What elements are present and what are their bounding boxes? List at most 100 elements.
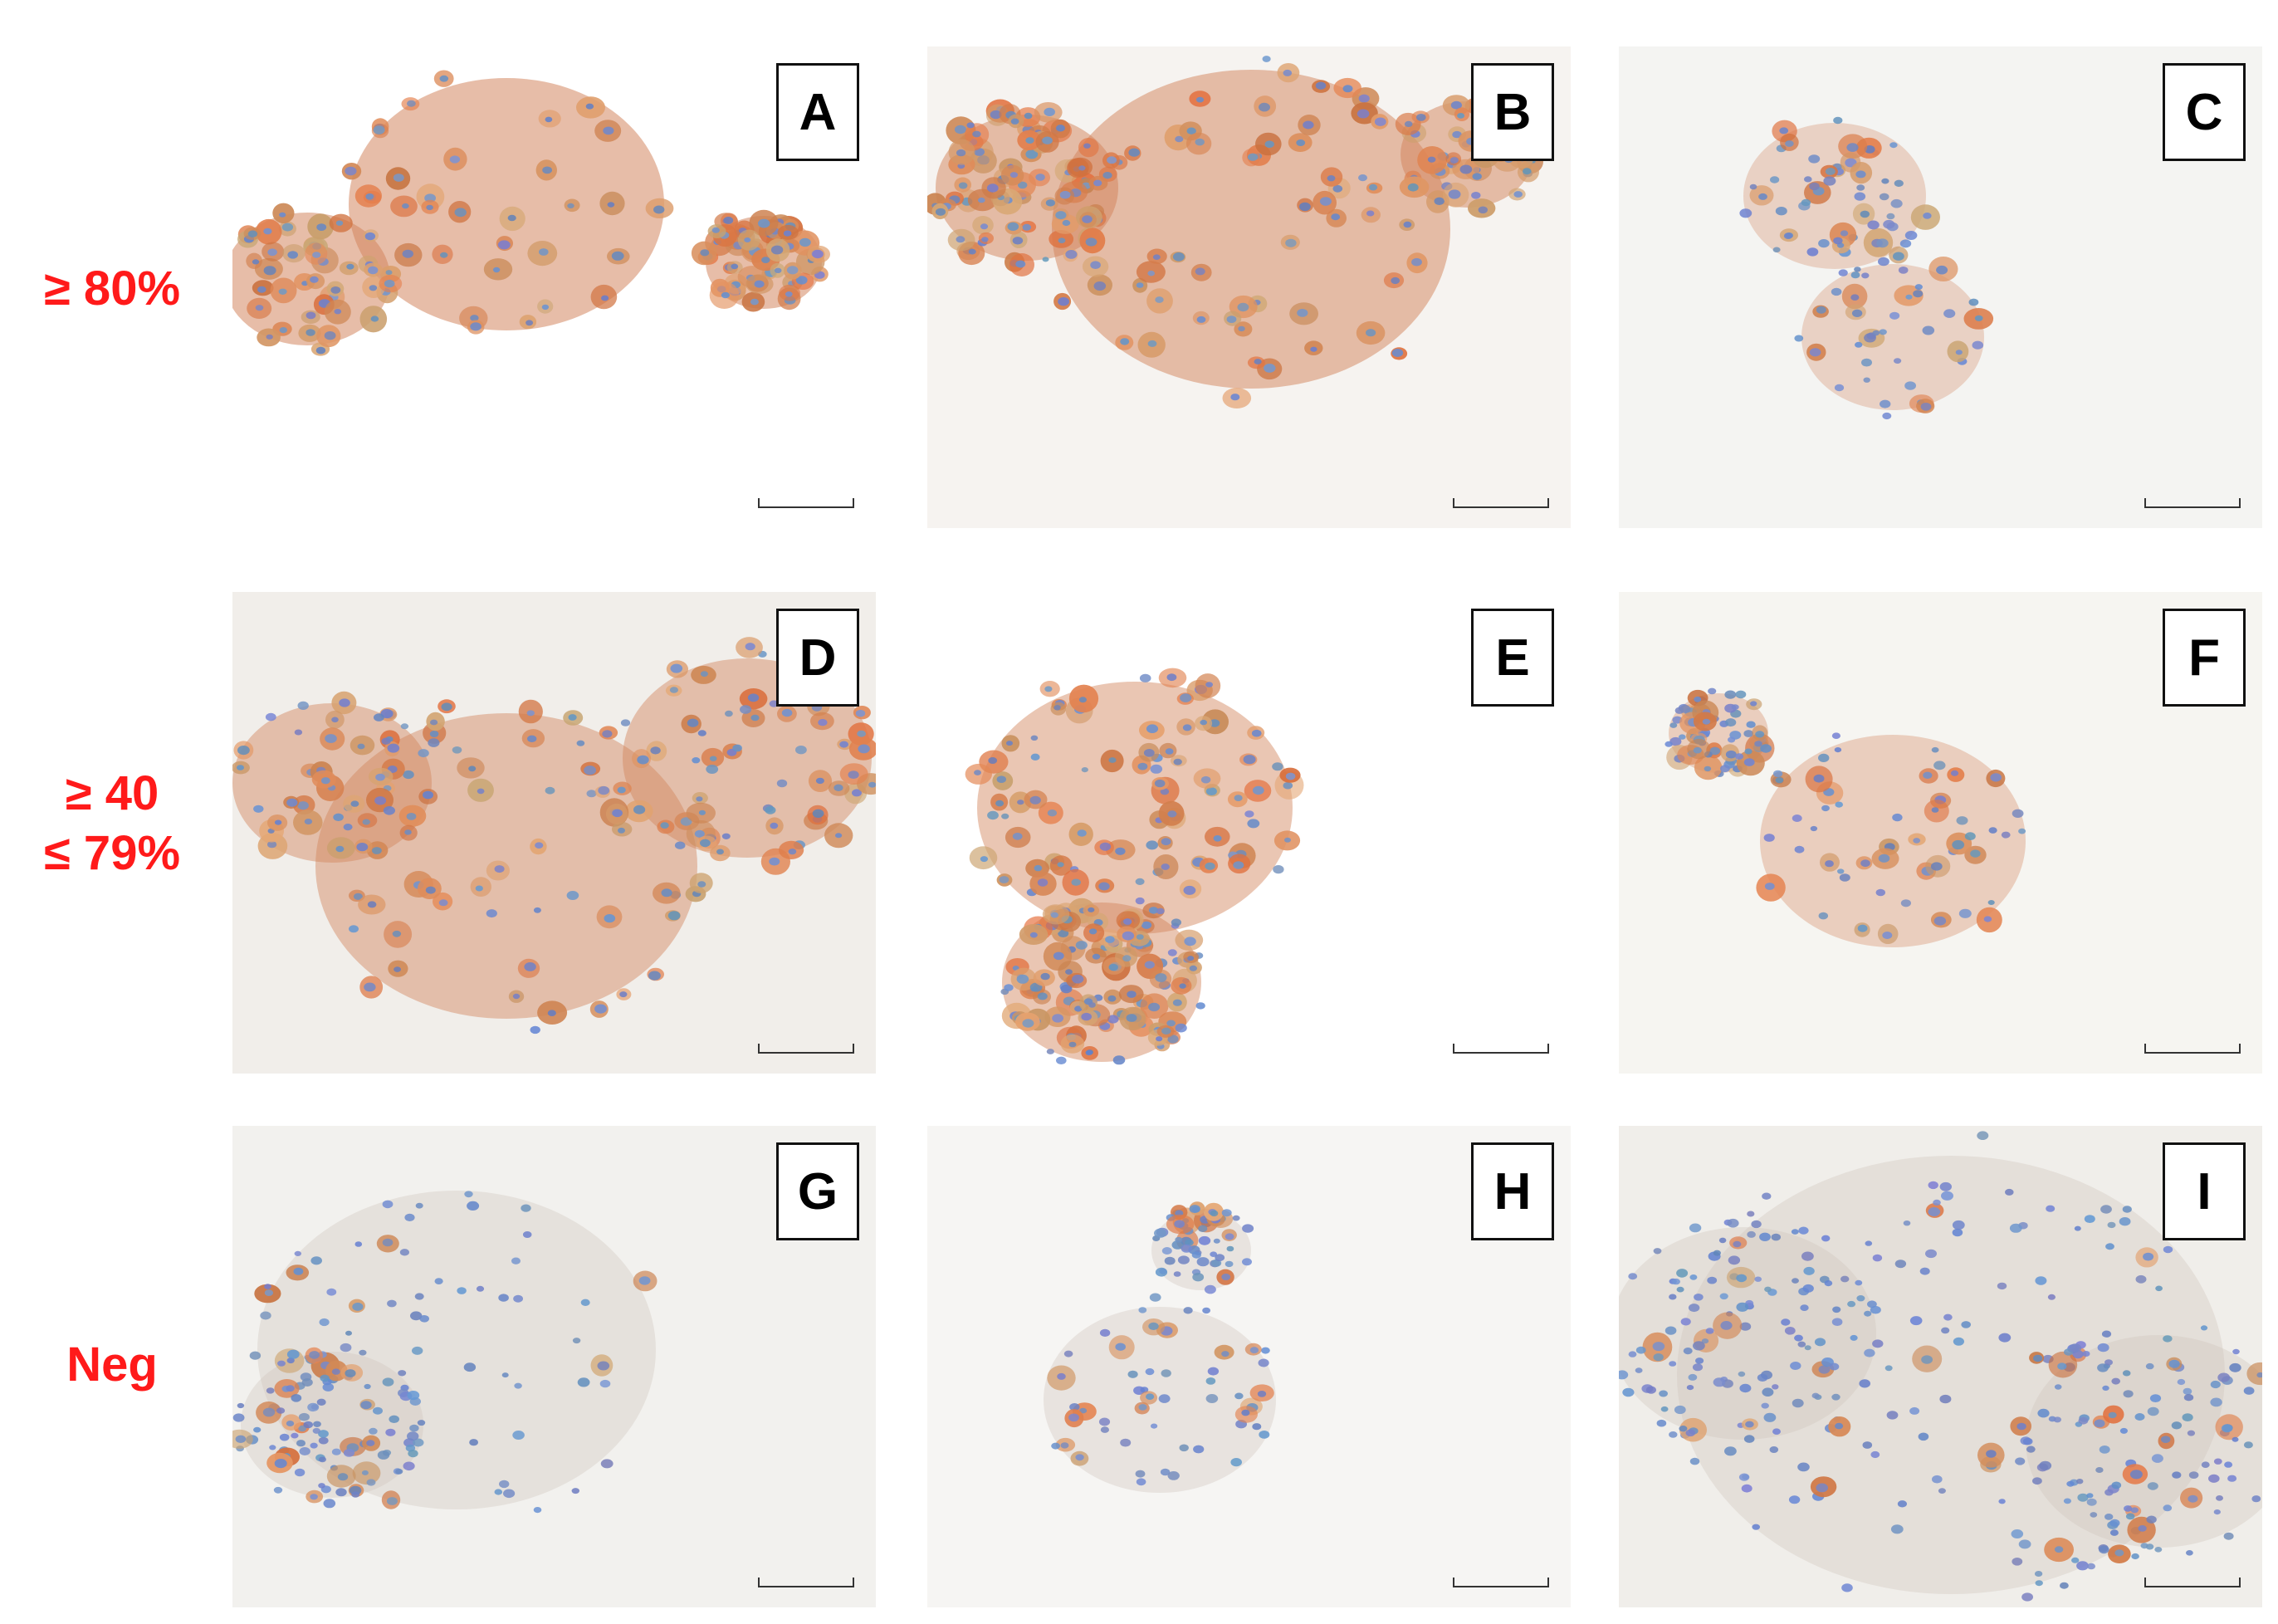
nucleus	[1939, 1394, 1952, 1404]
nucleus	[2026, 1445, 2036, 1453]
nucleus	[1156, 907, 1165, 915]
nucleus	[1736, 1274, 1748, 1283]
nucleus	[394, 966, 401, 972]
nucleus	[1755, 731, 1765, 738]
nucleus	[1058, 237, 1066, 243]
nucleus	[325, 734, 337, 743]
nucleus	[1956, 816, 1968, 825]
nucleus	[513, 1294, 523, 1303]
nucleus	[1931, 807, 1939, 813]
nucleus	[2210, 1380, 2221, 1389]
nucleus	[1175, 1236, 1183, 1243]
nucleus	[1177, 1255, 1190, 1264]
nucleus	[1739, 1322, 1752, 1331]
nucleus	[1693, 746, 1702, 754]
nucleus	[452, 746, 462, 754]
nucleus	[1770, 176, 1780, 183]
nucleus	[571, 1488, 579, 1494]
nucleus	[1472, 173, 1482, 180]
nucleus	[2227, 1475, 2237, 1482]
nucleus	[2182, 1413, 2193, 1421]
nucleus	[670, 663, 683, 673]
nucleus	[2032, 1477, 2042, 1485]
nucleus	[533, 1507, 542, 1514]
nucleus	[2134, 1413, 2145, 1421]
nucleus	[2229, 1362, 2241, 1372]
nucleus	[2074, 1225, 2081, 1231]
nucleus	[260, 1311, 271, 1320]
nucleus	[1893, 252, 1904, 261]
nucleus	[725, 710, 733, 717]
nucleus	[1205, 682, 1213, 687]
nucleus	[786, 266, 799, 275]
nucleus	[1882, 932, 1893, 939]
nucleus	[1407, 183, 1419, 192]
nucleus	[1523, 168, 1532, 175]
nucleus	[309, 1351, 320, 1359]
nucleus	[1204, 1284, 1216, 1294]
nucleus	[2071, 1557, 2080, 1563]
nucleus	[1775, 207, 1787, 216]
nucleus	[812, 809, 824, 818]
nucleus	[1693, 1341, 1705, 1351]
nucleus	[580, 1299, 590, 1306]
nucleus	[1072, 974, 1084, 984]
scale-bar	[758, 498, 854, 508]
nucleus	[2005, 1188, 2014, 1196]
scale-bar	[1453, 1044, 1549, 1054]
nucleus	[419, 1315, 429, 1323]
nucleus	[1708, 687, 1717, 695]
nucleus	[1411, 257, 1422, 267]
nucleus	[1745, 1421, 1754, 1428]
nucleus	[2108, 1411, 2117, 1419]
nucleus	[364, 232, 376, 241]
nucleus	[357, 743, 365, 750]
scale-bar	[2144, 498, 2241, 508]
nucleus	[1876, 238, 1889, 248]
nucleus	[795, 276, 808, 285]
nucleus	[1763, 834, 1775, 842]
nucleus	[1358, 174, 1367, 182]
nucleus	[1284, 837, 1291, 843]
nucleus	[1183, 1307, 1193, 1314]
nucleus	[2168, 1359, 2180, 1368]
nucleus	[783, 230, 792, 237]
nucleus	[1738, 1473, 1750, 1481]
nucleus	[2147, 1482, 2158, 1490]
nucleus	[2232, 1348, 2240, 1355]
nucleus	[723, 216, 734, 224]
nucleus	[721, 833, 731, 839]
nucleus	[310, 1442, 318, 1449]
nucleus	[1792, 1278, 1799, 1284]
nucleus	[833, 784, 843, 791]
nucleus	[1813, 774, 1825, 783]
nucleus	[1244, 810, 1254, 818]
nucleus	[758, 218, 770, 228]
nucleus	[1809, 182, 1820, 191]
nucleus	[1146, 840, 1158, 850]
nucleus	[601, 295, 609, 301]
nucleus	[350, 800, 359, 807]
nucleus	[745, 643, 755, 651]
nucleus	[1772, 1384, 1779, 1390]
nucleus	[1154, 1228, 1166, 1238]
nucleus	[2090, 1512, 2098, 1518]
nucleus	[1209, 719, 1220, 727]
nucleus	[1764, 1286, 1772, 1293]
nucleus	[1060, 984, 1073, 994]
nucleus	[2138, 1525, 2147, 1532]
nucleus	[297, 701, 309, 710]
nucleus	[1772, 247, 1781, 253]
nucleus	[1983, 916, 1992, 922]
nucleus	[1259, 102, 1270, 112]
nucleus	[2099, 1445, 2110, 1454]
nucleus	[1077, 829, 1087, 837]
nucleus	[619, 991, 628, 998]
nucleus	[492, 267, 501, 273]
nucleus	[511, 1257, 521, 1264]
nucleus	[769, 857, 780, 866]
nucleus	[1773, 770, 1783, 778]
nucleus	[1734, 753, 1744, 760]
nucleus	[404, 829, 412, 835]
nucleus	[1818, 1365, 1831, 1374]
